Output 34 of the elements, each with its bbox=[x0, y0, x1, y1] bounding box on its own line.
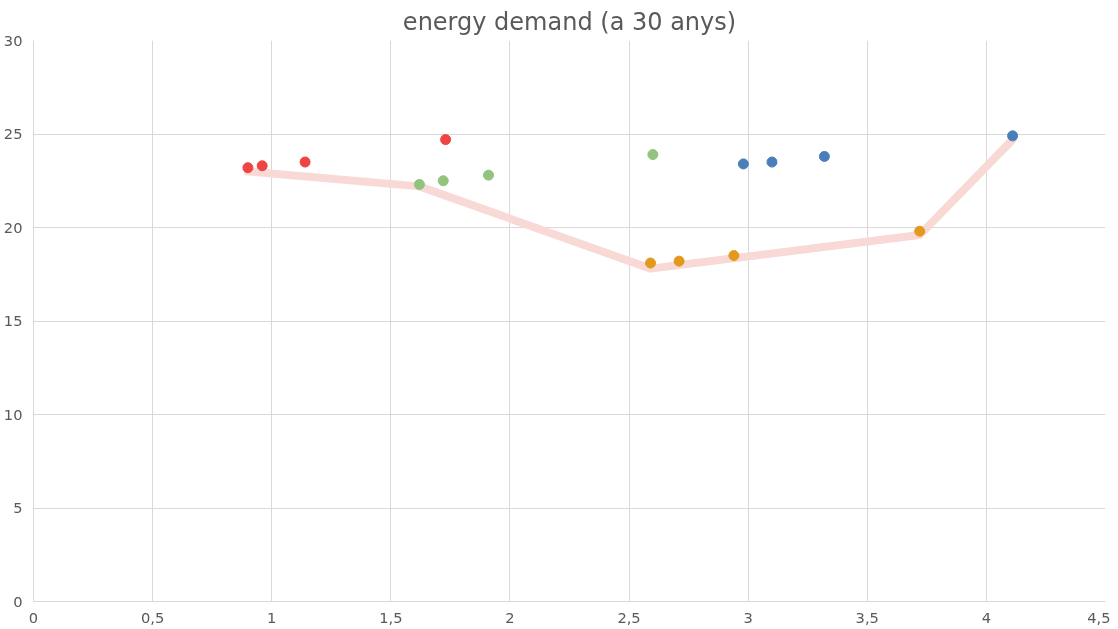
x-tick-label: 1 bbox=[267, 608, 277, 626]
point bbox=[766, 156, 778, 168]
x-tick-label: 3,5 bbox=[855, 608, 879, 626]
point bbox=[299, 156, 311, 168]
point bbox=[242, 162, 254, 174]
point bbox=[673, 255, 685, 267]
point bbox=[413, 179, 425, 190]
y-tick-label: 10 bbox=[3, 405, 23, 423]
point bbox=[647, 149, 659, 161]
point bbox=[1007, 130, 1019, 142]
y-tick-label: 20 bbox=[3, 218, 23, 236]
x-tick-label: 2 bbox=[505, 608, 515, 626]
point bbox=[818, 150, 830, 162]
point bbox=[256, 160, 268, 172]
y-tick-label: 0 bbox=[13, 592, 23, 610]
chart-title: energy demand (a 30 anys) bbox=[402, 7, 737, 36]
x-tick-label: 0 bbox=[28, 608, 39, 626]
y-tick-label: 25 bbox=[3, 125, 23, 142]
x-tick-label: 2,5 bbox=[617, 608, 641, 626]
point bbox=[914, 225, 926, 237]
x-tick-label: 1,5 bbox=[379, 608, 403, 626]
point bbox=[737, 158, 749, 170]
point bbox=[645, 257, 656, 269]
y-tick-label: 5 bbox=[13, 499, 23, 516]
x-tick-label: 4 bbox=[981, 608, 992, 626]
y-tick-label: 15 bbox=[3, 312, 23, 329]
point bbox=[437, 175, 449, 187]
point bbox=[728, 250, 740, 262]
point bbox=[440, 134, 452, 146]
point bbox=[483, 169, 494, 181]
x-tick-label: 4,5 bbox=[1087, 608, 1111, 626]
x-tick-label: 0,5 bbox=[140, 608, 165, 626]
x-tick-label: 3 bbox=[743, 608, 753, 626]
y-tick-label: 30 bbox=[3, 31, 23, 49]
